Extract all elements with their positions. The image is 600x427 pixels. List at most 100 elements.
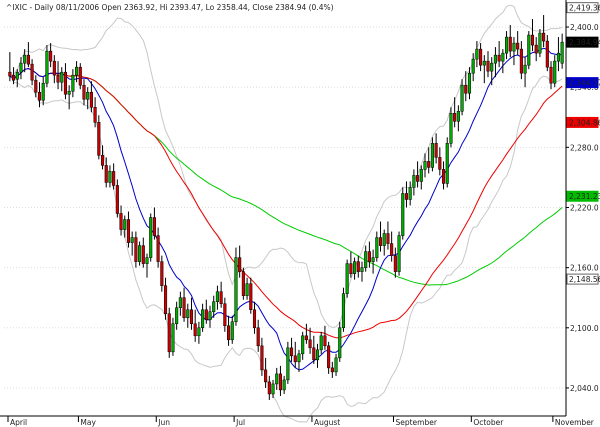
candle-body bbox=[486, 60, 490, 72]
candle bbox=[315, 343, 320, 368]
candle-body bbox=[156, 235, 160, 262]
candle-body bbox=[45, 50, 49, 84]
candle bbox=[538, 29, 542, 58]
candle bbox=[219, 281, 223, 308]
candle bbox=[256, 319, 260, 352]
candle-body bbox=[364, 251, 368, 268]
candle-body bbox=[427, 161, 431, 168]
candle bbox=[149, 213, 153, 262]
candle bbox=[456, 105, 460, 132]
candle-body bbox=[197, 327, 201, 337]
candle-body bbox=[501, 52, 505, 62]
candle bbox=[15, 69, 19, 88]
candle-body bbox=[512, 42, 516, 52]
candle-body bbox=[267, 381, 271, 395]
candle bbox=[41, 77, 45, 106]
candle-body bbox=[312, 347, 316, 361]
candle bbox=[482, 55, 486, 84]
candle-body bbox=[256, 327, 260, 347]
candle bbox=[401, 187, 405, 240]
candle-body bbox=[523, 64, 527, 74]
candle bbox=[249, 277, 253, 314]
y-tick-label: 2,160.0 bbox=[570, 264, 599, 273]
candle bbox=[208, 305, 212, 328]
price-badge: 2,384.94 bbox=[566, 36, 600, 48]
candle bbox=[215, 285, 219, 310]
candle bbox=[252, 301, 257, 334]
candle-body bbox=[97, 122, 101, 156]
candle-body bbox=[278, 373, 282, 391]
candle-body bbox=[338, 327, 342, 359]
candle-body bbox=[297, 353, 301, 363]
chart-title: ^IXIC - Daily 08/11/2006 Open 2363.92, H… bbox=[6, 3, 334, 12]
candle bbox=[393, 247, 397, 278]
candle bbox=[360, 261, 364, 282]
fast-ma-line bbox=[9, 47, 563, 371]
candle bbox=[419, 165, 423, 190]
candle-body bbox=[208, 311, 212, 321]
candle-body bbox=[371, 257, 375, 262]
candle bbox=[327, 341, 331, 374]
candle-body bbox=[479, 48, 483, 66]
candle-body bbox=[449, 113, 453, 144]
lower-band-line bbox=[9, 75, 563, 423]
candle bbox=[560, 33, 564, 69]
mid-ma-line bbox=[9, 67, 563, 339]
candle-body bbox=[504, 36, 509, 54]
candle-body bbox=[264, 369, 268, 383]
candle bbox=[323, 325, 327, 350]
candle bbox=[112, 163, 116, 190]
candle bbox=[197, 321, 201, 344]
candle bbox=[427, 147, 431, 174]
candle bbox=[556, 37, 560, 72]
candle-body bbox=[508, 36, 512, 52]
candle bbox=[378, 221, 383, 252]
candle bbox=[449, 107, 453, 148]
candle bbox=[345, 259, 349, 298]
price-badge-label: 2,148.56 bbox=[569, 275, 600, 284]
candle bbox=[490, 57, 494, 86]
price-badge-label: 2,304.86 bbox=[569, 118, 600, 127]
candle-body bbox=[301, 335, 305, 355]
candle-body bbox=[430, 143, 434, 168]
candle-body bbox=[223, 303, 227, 327]
candle bbox=[60, 67, 64, 92]
candle-body bbox=[49, 50, 53, 62]
candle-body bbox=[215, 291, 219, 302]
candle-body bbox=[37, 91, 42, 101]
candle-body bbox=[438, 157, 442, 170]
candle-body bbox=[167, 313, 171, 353]
x-tick-label: April bbox=[10, 418, 27, 427]
candle bbox=[230, 315, 234, 344]
candle-body bbox=[404, 193, 409, 200]
candle bbox=[212, 295, 216, 318]
candle bbox=[371, 249, 375, 274]
candle-body bbox=[315, 349, 320, 361]
candle bbox=[397, 231, 401, 276]
candle-body bbox=[119, 213, 123, 230]
candle bbox=[475, 41, 479, 68]
candle bbox=[271, 379, 275, 398]
candle-body bbox=[434, 143, 438, 158]
candle-body bbox=[138, 245, 142, 262]
candle bbox=[182, 287, 186, 322]
candle bbox=[382, 229, 386, 256]
candle bbox=[367, 241, 371, 268]
candle bbox=[201, 303, 205, 332]
candle-body bbox=[141, 245, 145, 264]
candle-body bbox=[189, 309, 194, 325]
candle-body bbox=[493, 54, 497, 64]
candle-body bbox=[8, 71, 12, 77]
candle bbox=[23, 49, 27, 73]
candle bbox=[453, 97, 457, 128]
candle-body bbox=[75, 66, 79, 76]
candle bbox=[78, 63, 82, 90]
candle-body bbox=[112, 171, 116, 186]
candle bbox=[375, 231, 379, 262]
candle-body bbox=[230, 321, 234, 341]
price-badge-label: 2,419.36 bbox=[569, 4, 600, 13]
x-tick-label: October bbox=[473, 418, 504, 427]
candle-body bbox=[123, 219, 127, 230]
candle-body bbox=[12, 74, 16, 81]
